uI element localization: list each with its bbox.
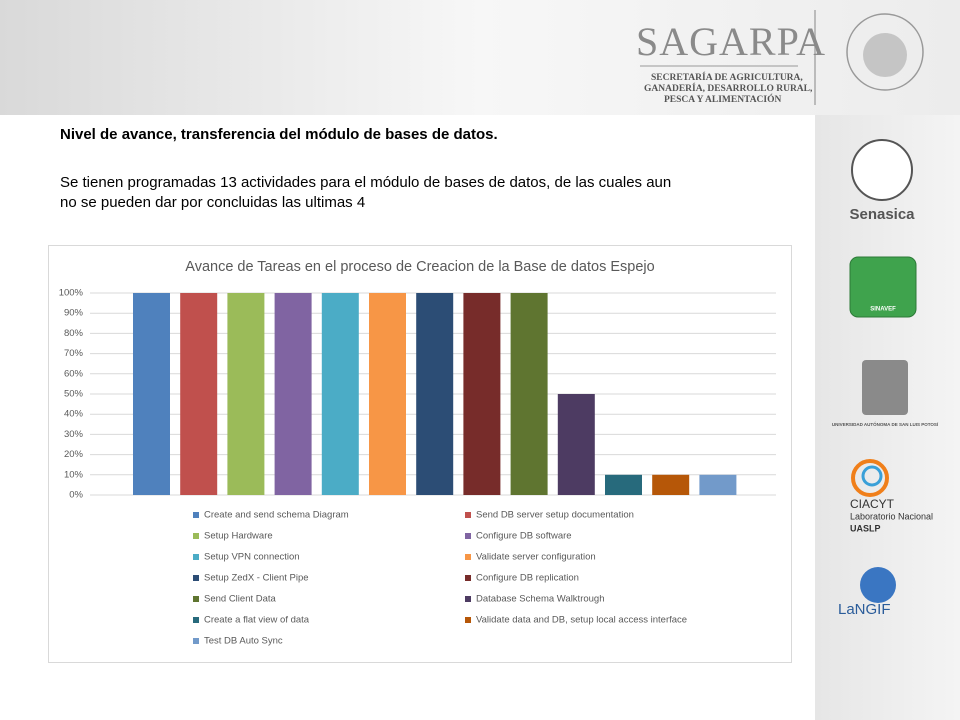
bar: [227, 293, 265, 495]
bar: [605, 474, 642, 495]
legend-swatch: [465, 617, 471, 623]
legend-swatch: [193, 596, 199, 602]
logo-text: CIACYT: [850, 497, 895, 511]
logo-icon: [851, 139, 913, 201]
bar: [274, 293, 312, 495]
logo-text: Senasica: [849, 206, 915, 223]
legend-swatch: [465, 533, 471, 539]
logo-text: Laboratorio Nacional: [850, 511, 933, 521]
y-tick-label: 60%: [64, 368, 84, 379]
legend-swatch: [193, 575, 199, 581]
legend-swatch: [465, 554, 471, 560]
logo-icon: [851, 459, 889, 497]
bar: [463, 293, 501, 495]
paragraph: Se tienen programadas 13 actividades par…: [60, 174, 671, 191]
slide-title: Nivel de avance, transferencia del módul…: [60, 126, 498, 143]
legend-label: Setup ZedX - Client Pipe: [204, 573, 309, 584]
legend-label: Create and send schema Diagram: [204, 510, 349, 521]
legend-label: Configure DB software: [476, 531, 572, 542]
paragraph: no se pueden dar por concluidas las ulti…: [60, 194, 365, 211]
legend-swatch: [193, 533, 199, 539]
legend-swatch: [193, 638, 199, 644]
header-band: [0, 0, 960, 115]
legend-label: Send Client Data: [204, 594, 277, 605]
seal: [846, 13, 924, 91]
logo-icon: [849, 256, 917, 318]
bar: [699, 474, 737, 495]
y-tick-label: 80%: [64, 328, 84, 339]
bar: [557, 394, 595, 495]
bar: [133, 293, 170, 495]
seal-emblem: [863, 33, 907, 77]
bar: [180, 293, 218, 495]
logo-text: UNIVERSIDAD AUTÓNOMA DE SAN LUIS POTOSÍ: [832, 420, 939, 427]
y-tick-label: 10%: [64, 469, 84, 480]
bar: [321, 293, 359, 495]
legend-label: Send DB server setup documentation: [476, 510, 634, 521]
y-tick-label: 40%: [64, 409, 84, 420]
logo-icon: [862, 360, 908, 415]
y-tick-label: 90%: [64, 308, 84, 319]
logo-icon: [861, 465, 883, 487]
legend-label: Setup VPN connection: [204, 552, 300, 563]
sidebar: [815, 115, 960, 720]
legend-swatch: [193, 617, 199, 623]
brand: SAGARPA: [636, 19, 826, 64]
bar: [416, 293, 454, 495]
logo-text: LaNGIF: [838, 601, 891, 618]
y-tick-label: 20%: [64, 449, 84, 460]
subtitle: PESCA Y ALIMENTACIÓN: [664, 93, 781, 105]
legend-label: Create a flat view of data: [204, 615, 310, 626]
y-tick-label: 100%: [59, 288, 84, 299]
chart: 0% 10% 20% 30% 40% 50% 60% 70% 80% 90% 100% Create …: [59, 288, 776, 647]
logo-text: UASLP: [850, 523, 881, 533]
subtitle: SECRETARÍA DE AGRICULTURA,: [651, 71, 803, 83]
legend-label: Database Schema Walktrough: [476, 594, 605, 605]
logo-icon: [860, 567, 896, 603]
subtitle: GANADERÍA, DESARROLLO RURAL,: [644, 82, 813, 94]
chart-title: Avance de Tareas en el proceso de Creaci…: [185, 259, 654, 275]
legend-label: Setup Hardware: [204, 531, 273, 542]
legend-swatch: [193, 554, 199, 560]
legend-label: Test DB Auto Sync: [204, 636, 283, 647]
legend-label: Validate server configuration: [476, 552, 596, 563]
bar: [652, 474, 690, 495]
bar: [369, 293, 406, 495]
legend-swatch: [193, 512, 199, 518]
legend-swatch: [465, 596, 471, 602]
y-tick-label: 30%: [64, 429, 84, 440]
y-tick-label: 0%: [69, 490, 83, 501]
legend-swatch: [465, 512, 471, 518]
legend-label: Validate data and DB, setup local access…: [476, 615, 687, 626]
logo-text: SINAVEF: [870, 307, 896, 313]
legend-swatch: [465, 575, 471, 581]
legend-label: Configure DB replication: [476, 573, 579, 584]
bar: [510, 293, 548, 495]
y-tick-label: 70%: [64, 348, 84, 359]
y-tick-label: 50%: [64, 389, 84, 400]
